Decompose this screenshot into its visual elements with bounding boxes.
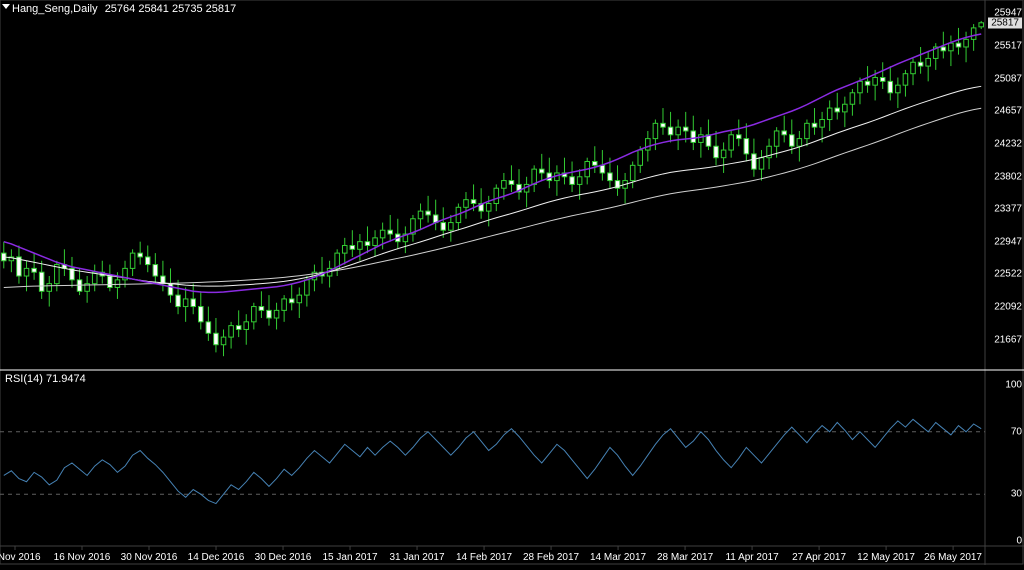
x-tick-label: 26 May 2017 (924, 552, 982, 563)
x-tick-label: 2 Nov 2016 (0, 552, 41, 563)
price-tick-label: 24232 (994, 138, 1022, 149)
rsi-label: RSI(14) 71.9474 (5, 373, 86, 385)
price-tick-label: 22522 (994, 269, 1022, 280)
dropdown-icon[interactable] (2, 4, 10, 9)
x-tick-label: 11 Apr 2017 (725, 552, 778, 563)
x-tick-label: 14 Dec 2016 (188, 552, 245, 563)
ohlc-label: 25764 25841 25735 25817 (105, 3, 237, 15)
price-tick-label: 25087 (994, 73, 1022, 84)
rsi-tick-label: 100 (1005, 380, 1022, 391)
price-tick-label: 21667 (994, 334, 1022, 345)
price-tick-label: 24657 (994, 106, 1022, 117)
price-tick-label: 22947 (994, 236, 1022, 247)
price-tick-label: 23377 (994, 204, 1022, 215)
x-tick-label: 28 Mar 2017 (657, 552, 713, 563)
rsi-tick-label: 70 (1011, 426, 1022, 437)
x-tick-label: 30 Dec 2016 (255, 552, 312, 563)
x-tick-label: 14 Feb 2017 (456, 552, 512, 563)
x-tick-label: 12 May 2017 (857, 552, 915, 563)
price-tick-label: 25517 (994, 40, 1022, 51)
price-tick-label: 23802 (994, 171, 1022, 182)
x-tick-label: 31 Jan 2017 (390, 552, 445, 563)
chart-header: Hang_Seng,Daily 25764 25841 25735 25817 (12, 3, 236, 15)
x-tick-label: 15 Jan 2017 (323, 552, 378, 563)
rsi-tick-label: 30 (1011, 489, 1022, 500)
x-tick-label: 28 Feb 2017 (523, 552, 579, 563)
x-tick-label: 14 Mar 2017 (590, 552, 646, 563)
chart-svg[interactable] (0, 0, 1024, 565)
x-tick-label: 16 Nov 2016 (54, 552, 111, 563)
price-tick-label: 22092 (994, 302, 1022, 313)
symbol-label: Hang_Seng,Daily (12, 3, 98, 15)
x-tick-label: 27 Apr 2017 (792, 552, 846, 563)
rsi-tick-label: 0 (1016, 536, 1022, 547)
chart-container: Hang_Seng,Daily 25764 25841 25735 25817 … (0, 0, 1024, 565)
current-price-badge: 25817 (988, 17, 1022, 28)
x-tick-label: 30 Nov 2016 (121, 552, 178, 563)
